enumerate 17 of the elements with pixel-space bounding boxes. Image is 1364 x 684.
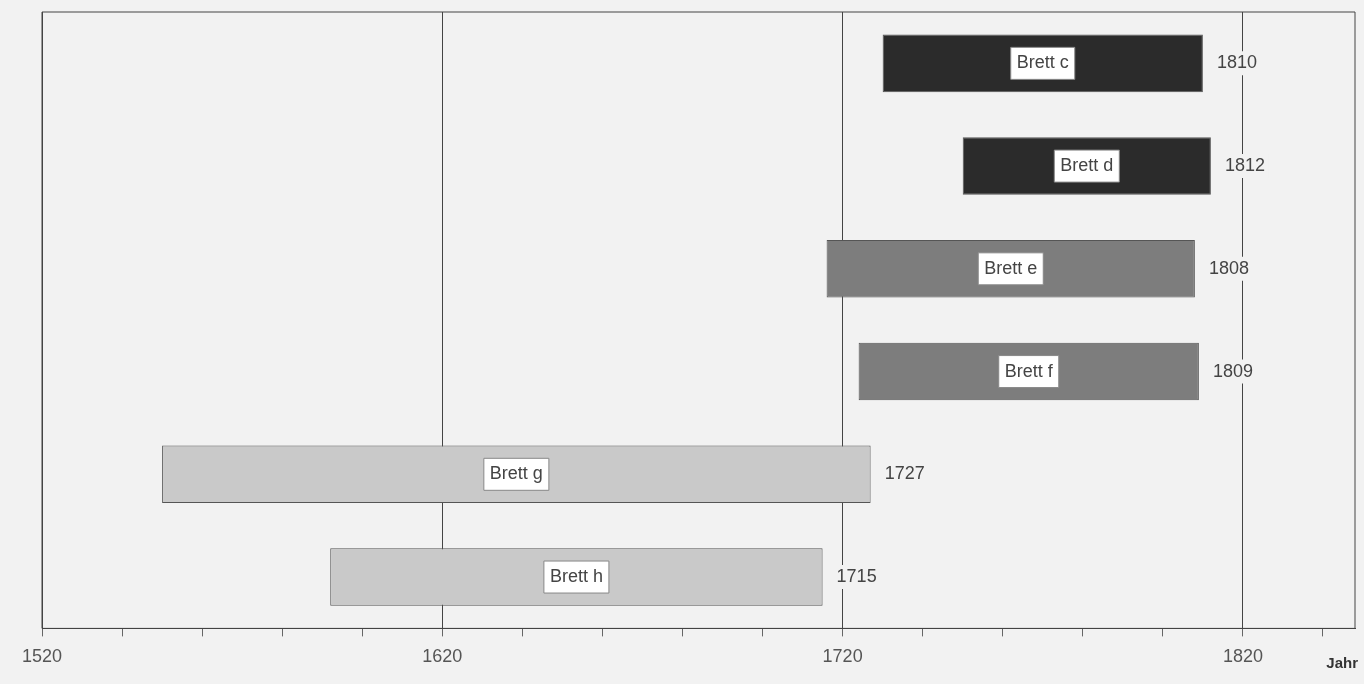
y-tick-label: Brett g xyxy=(489,463,543,484)
x-tick-label: 1720 xyxy=(822,646,863,667)
x-tick-label: 1620 xyxy=(422,646,463,667)
data-label: 1810 xyxy=(1216,52,1257,73)
data-label: 1715 xyxy=(836,566,877,586)
y-tick-label: Brett d xyxy=(1060,155,1114,176)
y-tick-label: Brett e xyxy=(984,257,1038,278)
y-tick-label: Brett f xyxy=(1004,360,1054,381)
data-label: 1727 xyxy=(884,463,925,484)
y-tick-label: Brett h xyxy=(549,566,603,586)
y-tick-label: Brett c xyxy=(1016,52,1069,73)
x-tick-label: 1520 xyxy=(21,646,63,667)
x-tick-label: 1820 xyxy=(1222,646,1263,667)
x-axis-title: Jahr xyxy=(1326,653,1359,671)
data-label: 1808 xyxy=(1208,257,1249,278)
data-label: 1809 xyxy=(1212,360,1253,381)
data-label: 1812 xyxy=(1224,155,1265,176)
